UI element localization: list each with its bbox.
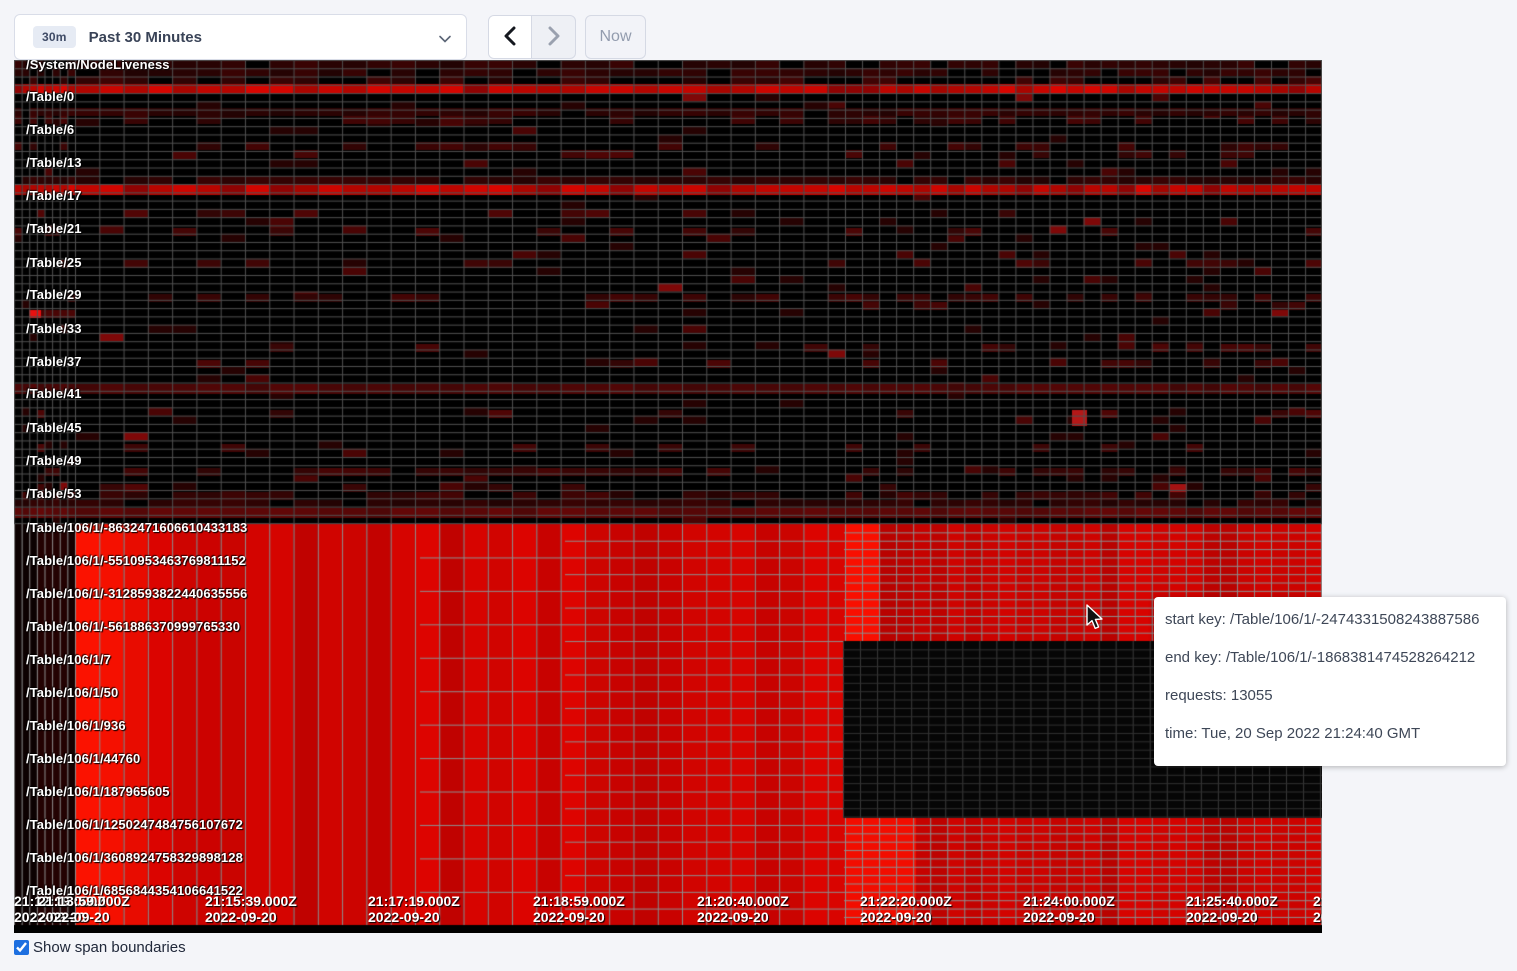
footer: Show span boundaries bbox=[14, 939, 186, 956]
time-range-label: Past 30 Minutes bbox=[88, 28, 202, 46]
tooltip-end-key: end key: /Table/106/1/-18683814745282642… bbox=[1165, 649, 1476, 666]
show-span-boundaries-label[interactable]: Show span boundaries bbox=[33, 939, 186, 956]
chevron-right-icon bbox=[547, 26, 561, 49]
tooltip-time: time: Tue, 20 Sep 2022 21:24:40 GMT bbox=[1165, 725, 1421, 742]
next-time-button[interactable] bbox=[532, 16, 575, 58]
chevron-left-icon bbox=[503, 26, 517, 49]
tooltip-start-key: start key: /Table/106/1/-247433150824388… bbox=[1165, 611, 1480, 628]
prev-time-button[interactable] bbox=[489, 16, 532, 58]
chevron-down-icon bbox=[438, 32, 452, 50]
toolbar: 30m Past 30 Minutes Now bbox=[0, 0, 1517, 60]
show-span-boundaries-checkbox[interactable] bbox=[14, 940, 29, 955]
key-visualizer-heatmap[interactable] bbox=[14, 60, 1322, 933]
tooltip-requests: requests: 13055 bbox=[1165, 687, 1273, 704]
time-range-dropdown[interactable]: 30m Past 30 Minutes bbox=[14, 14, 467, 60]
now-button[interactable]: Now bbox=[585, 15, 646, 59]
time-range-badge: 30m bbox=[33, 26, 76, 48]
time-nav-group bbox=[488, 15, 576, 59]
cell-tooltip: start key: /Table/106/1/-247433150824388… bbox=[1154, 597, 1506, 766]
